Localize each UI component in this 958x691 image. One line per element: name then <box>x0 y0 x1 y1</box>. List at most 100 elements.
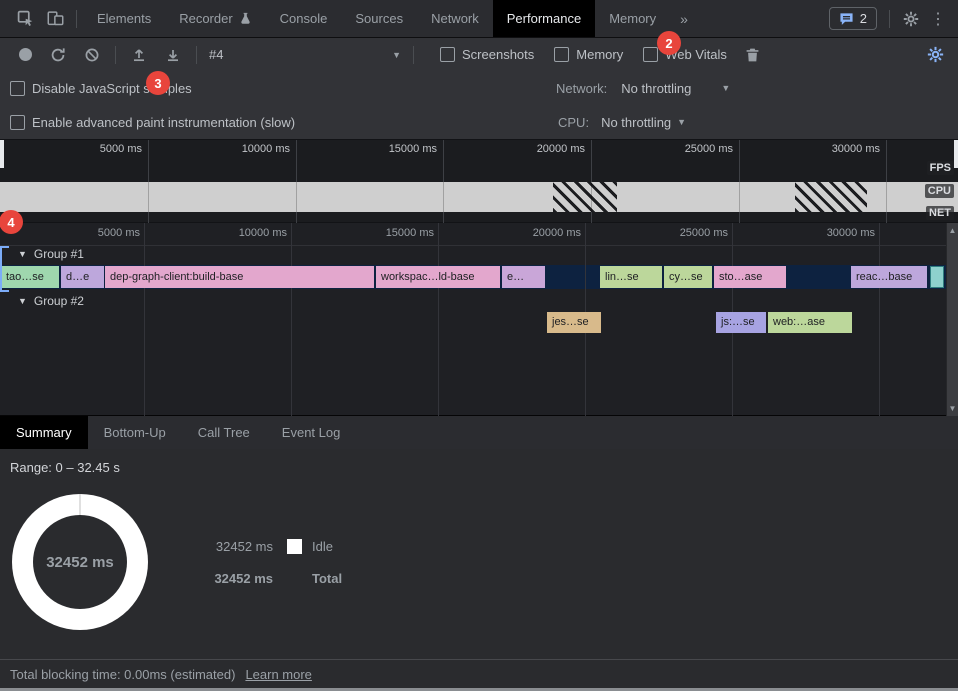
scroll-up-icon[interactable]: ▲ <box>948 226 957 235</box>
options-row-1: Disable JavaScript samples Network: No t… <box>0 71 958 105</box>
overview-gridline-band <box>739 182 740 212</box>
tab-memory[interactable]: Memory <box>609 11 657 26</box>
footer-bar: Total blocking time: 0.00ms (estimated) … <box>0 659 958 689</box>
flame-bar[interactable] <box>930 266 944 288</box>
reload-and-record-icon[interactable] <box>50 47 66 63</box>
flame-bar[interactable]: e… <box>502 266 545 288</box>
checkbox-label: Web Vitals <box>665 47 727 62</box>
flame-bar[interactable]: cy…se <box>664 266 712 288</box>
checkbox-label: Screenshots <box>462 47 535 62</box>
capture-settings-gear-icon[interactable] <box>927 46 944 63</box>
learn-more-link[interactable]: Learn more <box>245 667 312 682</box>
donut-center-label: 32452 ms <box>33 515 127 609</box>
tab-elements[interactable]: Elements <box>97 11 152 26</box>
flame-bar[interactable]: sto…ase <box>714 266 786 288</box>
tab-summary[interactable]: Summary <box>0 416 88 449</box>
range-label: Range: 0 – 32.45 s <box>10 460 120 475</box>
scroll-down-icon[interactable]: ▼ <box>948 404 957 413</box>
settings-gear-icon[interactable] <box>896 6 926 32</box>
summary-pane: Range: 0 – 32.45 s 32452 ms 32452 ms Idl… <box>0 449 958 659</box>
overview-cpu-activity-band[interactable] <box>0 182 958 212</box>
network-throttling-select[interactable]: Network: No throttling ▼ <box>556 81 730 96</box>
kebab-menu-icon[interactable]: ⋮ <box>930 10 946 28</box>
flame-scrollbar[interactable]: ▲ ▼ <box>946 223 958 416</box>
overview-left-grip[interactable] <box>0 140 4 168</box>
flame-gridline <box>144 223 145 416</box>
flame-bar[interactable]: lin…se <box>600 266 662 288</box>
save-profile-icon[interactable] <box>165 47 181 63</box>
tab-call-tree[interactable]: Call Tree <box>197 425 250 440</box>
legend-value: 32452 ms <box>215 539 273 554</box>
legend-label: Total <box>312 571 343 586</box>
divider <box>413 45 414 64</box>
tab-sources[interactable]: Sources <box>355 11 404 26</box>
flame-bar[interactable]: web:…ase <box>768 312 852 333</box>
flame-group-header[interactable]: ▼ Group #1 <box>18 247 84 261</box>
flame-bar[interactable]: jes…se <box>547 312 601 333</box>
device-toolbar-icon[interactable] <box>40 6 70 32</box>
triangle-expanded-icon: ▼ <box>18 296 27 306</box>
flame-chart[interactable]: ▲ ▼ 5000 ms 10000 ms 15000 ms 20000 ms 25000… <box>0 222 958 416</box>
history-select[interactable]: #4 ▼ <box>209 47 401 62</box>
cpu-busy-hatch-region <box>795 182 867 212</box>
flame-gridline <box>879 223 880 416</box>
lane-label-net: NET <box>926 206 954 220</box>
legend-value: 32452 ms <box>214 571 273 586</box>
flame-bar[interactable]: d…e <box>61 266 104 288</box>
record-button[interactable] <box>19 48 32 61</box>
paint-instrumentation-checkbox[interactable]: Enable advanced paint instrumentation (s… <box>0 114 296 130</box>
memory-checkbox[interactable]: Memory <box>554 47 623 62</box>
checkbox-box <box>10 80 25 96</box>
feedback-bubble-icon <box>839 12 854 26</box>
overview-gridline-band <box>591 182 592 212</box>
tab-performance[interactable]: Performance <box>492 0 596 37</box>
flame-bar[interactable]: workspac…ld-base <box>376 266 500 288</box>
window-bottom-edge <box>0 688 958 691</box>
tabbar-left-icons <box>0 6 83 32</box>
timeline-overview[interactable]: FPS CPU NET 5000 ms 10000 ms 15000 ms 20000… <box>0 139 958 223</box>
overview-tick-label: 25000 ms <box>684 143 733 155</box>
clear-recording-icon[interactable] <box>84 47 100 63</box>
inspect-element-icon[interactable] <box>10 6 40 32</box>
tabbar-right-icons: 2 ⋮ <box>828 6 958 32</box>
flame-bar[interactable]: dep-graph-client:build-base <box>105 266 374 288</box>
flame-group-header[interactable]: ▼ Group #2 <box>18 294 84 308</box>
flame-gridline <box>291 223 292 416</box>
overview-tick-label: 10000 ms <box>241 143 290 155</box>
more-tabs-button[interactable]: » <box>680 10 688 27</box>
load-profile-icon[interactable] <box>131 47 147 63</box>
overview-gridline <box>296 140 297 223</box>
trash-icon[interactable] <box>745 47 760 63</box>
tab-network[interactable]: Network <box>431 11 479 26</box>
checkbox-label: Enable advanced paint instrumentation (s… <box>32 114 296 130</box>
triangle-expanded-icon: ▼ <box>18 249 27 259</box>
cpu-throttling-select[interactable]: CPU: No throttling ▼ <box>558 115 686 130</box>
flame-bar[interactable]: js:…se <box>716 312 766 333</box>
annotation-step-badge: 2 <box>657 31 681 55</box>
feedback-button[interactable]: 2 <box>828 7 877 30</box>
flame-bar[interactable]: tao…se <box>1 266 59 288</box>
overview-right-grip[interactable] <box>954 140 958 168</box>
selection-bracket-bottom <box>0 290 9 292</box>
history-value: #4 <box>209 47 224 62</box>
flame-tick-label: 30000 ms <box>826 227 875 239</box>
overview-gridline-band <box>886 182 887 212</box>
ruler-separator <box>0 245 946 246</box>
overview-gridline <box>148 140 149 223</box>
flame-bar[interactable]: reac…base <box>851 266 927 288</box>
feedback-count: 2 <box>859 11 867 26</box>
lane-label-cpu: CPU <box>924 184 954 198</box>
tab-console[interactable]: Console <box>279 11 328 26</box>
overview-tick-label: 20000 ms <box>536 143 585 155</box>
screenshots-checkbox[interactable]: Screenshots <box>440 47 534 62</box>
overview-gridline-band <box>443 182 444 212</box>
summary-donut-chart: 32452 ms <box>12 494 148 630</box>
divider <box>76 9 77 28</box>
legend-row-idle: 32452 ms Idle <box>205 538 342 555</box>
tab-bottom-up[interactable]: Bottom-Up <box>103 425 166 440</box>
tab-recorder[interactable]: Recorder <box>165 0 265 37</box>
chevron-down-icon: ▼ <box>721 83 731 93</box>
web-vitals-checkbox[interactable]: Web Vitals <box>643 47 727 62</box>
tab-event-log[interactable]: Event Log <box>281 425 341 440</box>
checkbox-box <box>10 114 25 130</box>
